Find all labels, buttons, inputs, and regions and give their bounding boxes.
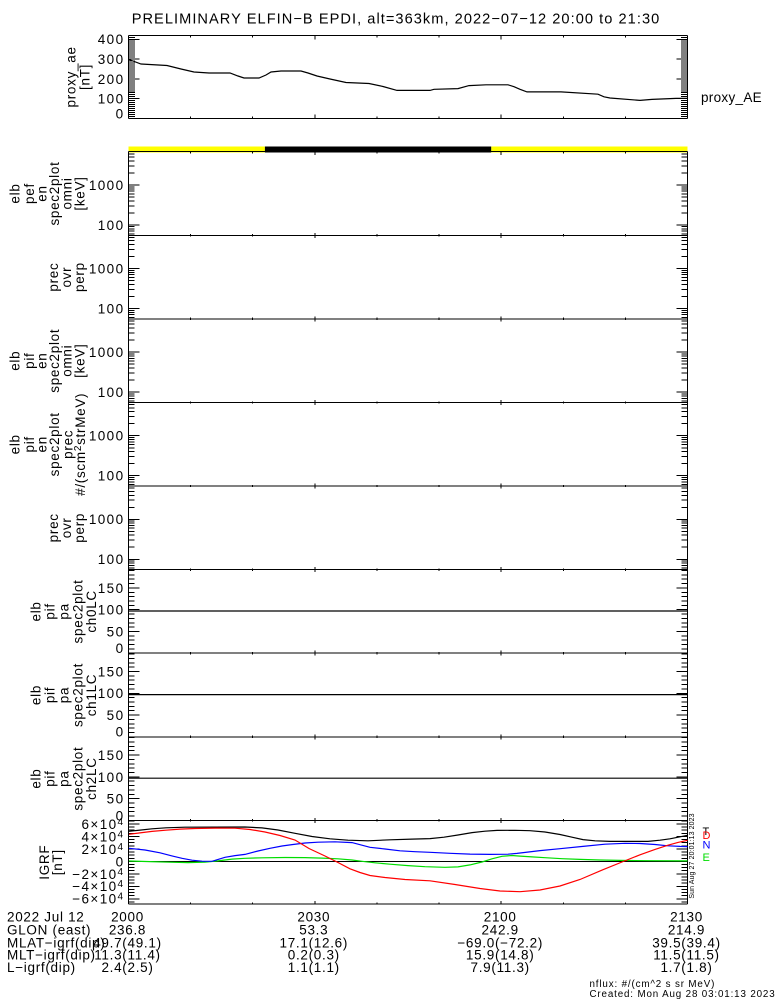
svg-text:1000: 1000 (89, 512, 125, 527)
svg-text:0: 0 (116, 106, 125, 121)
svg-text:[nT]: [nT] (77, 64, 92, 90)
svg-text:1000: 1000 (89, 178, 125, 193)
svg-text:150: 150 (98, 581, 125, 596)
svg-text:perp: perp (72, 262, 87, 292)
svg-text:200: 200 (98, 72, 125, 87)
svg-text:Created: Mon Aug 28 03:01:13 2: Created: Mon Aug 28 03:01:13 2023 (590, 989, 775, 1000)
svg-text:[keV]: [keV] (72, 344, 87, 378)
svg-text:150: 150 (98, 664, 125, 679)
svg-text:300: 300 (98, 52, 125, 67)
svg-text:elb: elb (28, 601, 43, 621)
svg-text:PRELIMINARY ELFIN−B EPDI, alt=: PRELIMINARY ELFIN−B EPDI, alt=363km, 202… (132, 11, 661, 27)
svg-text:proxy_AE: proxy_AE (701, 90, 762, 105)
svg-text:400: 400 (98, 32, 125, 47)
svg-text:N: N (703, 839, 711, 851)
svg-text:Sun Aug 27 20:01:13 2023: Sun Aug 27 20:01:13 2023 (689, 813, 696, 898)
svg-text:elb: elb (28, 685, 43, 705)
svg-text:pif: pif (42, 603, 57, 619)
svg-text:0: 0 (116, 641, 125, 656)
svg-text:ch1LC: ch1LC (84, 674, 99, 717)
svg-text:perp: perp (72, 513, 87, 543)
svg-text:100: 100 (98, 301, 125, 316)
svg-text:L−igrf(dip): L−igrf(dip) (7, 960, 76, 975)
svg-text:ch2LC: ch2LC (84, 757, 99, 800)
svg-text:50: 50 (107, 708, 125, 723)
svg-text:2.4(2.5): 2.4(2.5) (101, 960, 153, 975)
svg-text:pa: pa (56, 770, 71, 786)
svg-text:elb: elb (7, 351, 22, 371)
svg-text:100: 100 (98, 469, 125, 484)
svg-text:1.7(1.8): 1.7(1.8) (660, 960, 712, 975)
svg-text:100: 100 (98, 92, 125, 107)
svg-text:ch0LC: ch0LC (84, 590, 99, 633)
svg-text:150: 150 (98, 748, 125, 763)
svg-text:elb: elb (28, 769, 43, 789)
svg-text:1000: 1000 (89, 429, 125, 444)
svg-text:100: 100 (98, 218, 125, 233)
svg-text:proxy_ae: proxy_ae (63, 46, 78, 107)
svg-text:1.1(1.1): 1.1(1.1) (288, 960, 340, 975)
svg-text:100: 100 (98, 603, 125, 618)
svg-text:0: 0 (116, 725, 125, 740)
svg-text:[nT]: [nT] (50, 849, 65, 875)
svg-text:#/(scm2strMeV): #/(scm2strMeV) (73, 393, 88, 496)
svg-text:100: 100 (98, 770, 125, 785)
svg-text:100: 100 (98, 686, 125, 701)
svg-text:7.9(11.3): 7.9(11.3) (471, 960, 530, 975)
svg-text:100: 100 (98, 552, 125, 567)
svg-text:pif: pif (42, 770, 57, 786)
svg-text:50: 50 (107, 792, 125, 807)
svg-text:pa: pa (56, 687, 71, 703)
svg-text:elb: elb (7, 183, 22, 203)
svg-text:1000: 1000 (89, 345, 125, 360)
svg-text:1000: 1000 (89, 261, 125, 276)
svg-text:pa: pa (56, 603, 71, 619)
svg-text:50: 50 (107, 624, 125, 639)
svg-text:elb: elb (7, 434, 22, 454)
svg-text:E: E (703, 852, 711, 864)
svg-text:pif: pif (42, 687, 57, 703)
svg-text:[keV]: [keV] (72, 176, 87, 210)
svg-text:100: 100 (98, 385, 125, 400)
